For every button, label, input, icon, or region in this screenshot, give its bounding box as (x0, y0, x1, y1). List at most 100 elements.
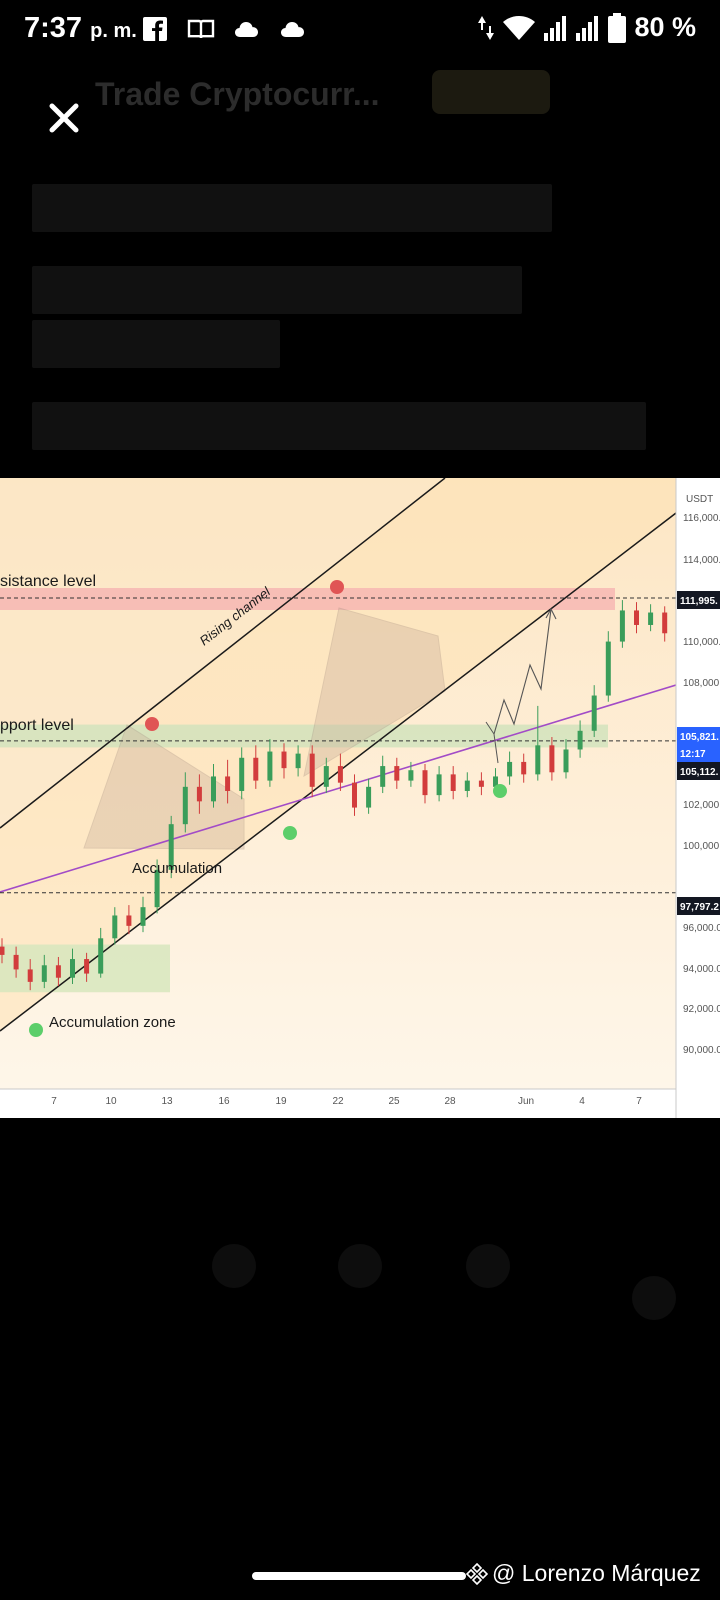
y-tick-label: 110,000.0 (683, 637, 720, 648)
action-icon-dimmed (466, 1244, 510, 1288)
candle-body (0, 946, 5, 955)
candle-body (267, 751, 273, 781)
clock-time: 7:37 (24, 12, 83, 44)
candle-body (27, 969, 33, 982)
low-price-tag-bg (677, 762, 720, 780)
battery-icon (608, 12, 627, 43)
x-tick-label: 28 (444, 1096, 456, 1107)
x-tick-label: 13 (161, 1096, 173, 1107)
home-indicator[interactable] (252, 1572, 466, 1580)
candle-body (323, 766, 329, 787)
projection-dip (485, 721, 499, 764)
candle-body (549, 745, 555, 773)
text-block-dimmed (32, 320, 280, 368)
status-bar: 7:37 p. m. 80 % (0, 0, 720, 60)
candle-body (648, 612, 654, 625)
lower-price-tag-bg (677, 897, 720, 915)
signal-icon-2 (576, 15, 599, 41)
green-marker (29, 1023, 43, 1037)
candle-body (211, 776, 216, 802)
candle-body (154, 869, 160, 908)
price-axis (676, 478, 720, 1089)
candle-body (619, 610, 625, 642)
resistance-label: sistance level (0, 573, 96, 590)
resistance-price-tag: 111,995. (680, 596, 718, 607)
candle-body (605, 641, 611, 696)
candle-body (126, 915, 132, 926)
book-icon (187, 19, 215, 39)
countdown-tag-bg (677, 744, 720, 762)
candle-body (422, 770, 428, 796)
binance-logo-icon (466, 1562, 488, 1585)
lower-price-tag: 97,797.2 (680, 902, 719, 913)
y-tick-label: 96,000.0 (683, 923, 720, 934)
watermark: @ Lorenzo Márquez (466, 1560, 701, 1587)
candle-body (41, 965, 47, 982)
y-tick-label: 108,000.0 (683, 678, 720, 689)
battery-percent: 80 % (634, 12, 696, 42)
candle-body (591, 695, 597, 731)
candle-body (478, 780, 484, 787)
y-tick-label: 94,000.0 (683, 964, 720, 975)
trend-line (0, 684, 676, 893)
candle-body (450, 774, 456, 791)
candle-body (464, 780, 470, 791)
candle-body (634, 610, 639, 625)
candle-body (70, 959, 75, 978)
channel-upper-line (0, 478, 446, 829)
x-tick-label: 7 (51, 1096, 57, 1107)
candle-body (281, 751, 287, 769)
red-marker (145, 717, 159, 731)
data-transfer-icon (478, 15, 495, 40)
projection-arrow (545, 607, 557, 620)
candle-body (535, 745, 541, 775)
cloud-icon-2 (281, 22, 304, 37)
candle-body (394, 766, 400, 781)
notification-icons (140, 14, 308, 44)
x-tick-label: 25 (388, 1096, 400, 1107)
candle-body (140, 907, 146, 926)
candle-body (563, 749, 569, 773)
y-tick-label: 100,000.0 (683, 841, 720, 852)
close-icon[interactable] (44, 98, 84, 138)
system-icons: 80 % (478, 12, 696, 43)
resistance-price-tag-bg (677, 591, 720, 609)
x-tick-label: 19 (275, 1096, 287, 1107)
y-tick-label: 114,000.0 (683, 555, 720, 566)
candle-body (182, 786, 188, 825)
action-icon-dimmed (212, 1244, 256, 1288)
candle-body (577, 730, 583, 750)
current-price-tag: 105,821. (680, 732, 719, 743)
facebook-icon (143, 17, 167, 41)
x-tick-label: 10 (105, 1096, 117, 1107)
candle-body (239, 757, 245, 791)
clock-ampm: p. m. (90, 20, 137, 42)
x-tick-label: 7 (636, 1096, 642, 1107)
green-marker (493, 784, 507, 798)
candle-body (352, 782, 357, 808)
y-tick-label: 102,000.0 (683, 800, 720, 811)
text-block-dimmed (32, 402, 646, 450)
candle-body (408, 770, 414, 781)
candle-body (493, 776, 498, 787)
y-tick-label: 116,000.0 (683, 513, 720, 524)
accumulation-zone-label: Accumulation zone (49, 1014, 176, 1031)
x-tick-label: 16 (218, 1096, 230, 1107)
candle-body (225, 776, 231, 791)
candle-body (337, 766, 343, 783)
text-block-dimmed (32, 184, 552, 232)
clock: 7:37 p. m. (24, 12, 137, 45)
candle-body (507, 761, 513, 777)
projection-path (493, 608, 552, 735)
low-price-tag: 105,112. (680, 767, 719, 778)
candle-body (436, 774, 442, 796)
candle-body (98, 938, 104, 974)
currency-label: USDT (686, 494, 713, 505)
action-icon-dimmed (338, 1244, 382, 1288)
post-title-dimmed: Trade Cryptocurr... (95, 76, 380, 112)
candle-body (84, 959, 90, 974)
support-label: pport level (0, 717, 74, 734)
candle-body (112, 915, 118, 939)
countdown-tag: 12:17 (680, 749, 706, 760)
